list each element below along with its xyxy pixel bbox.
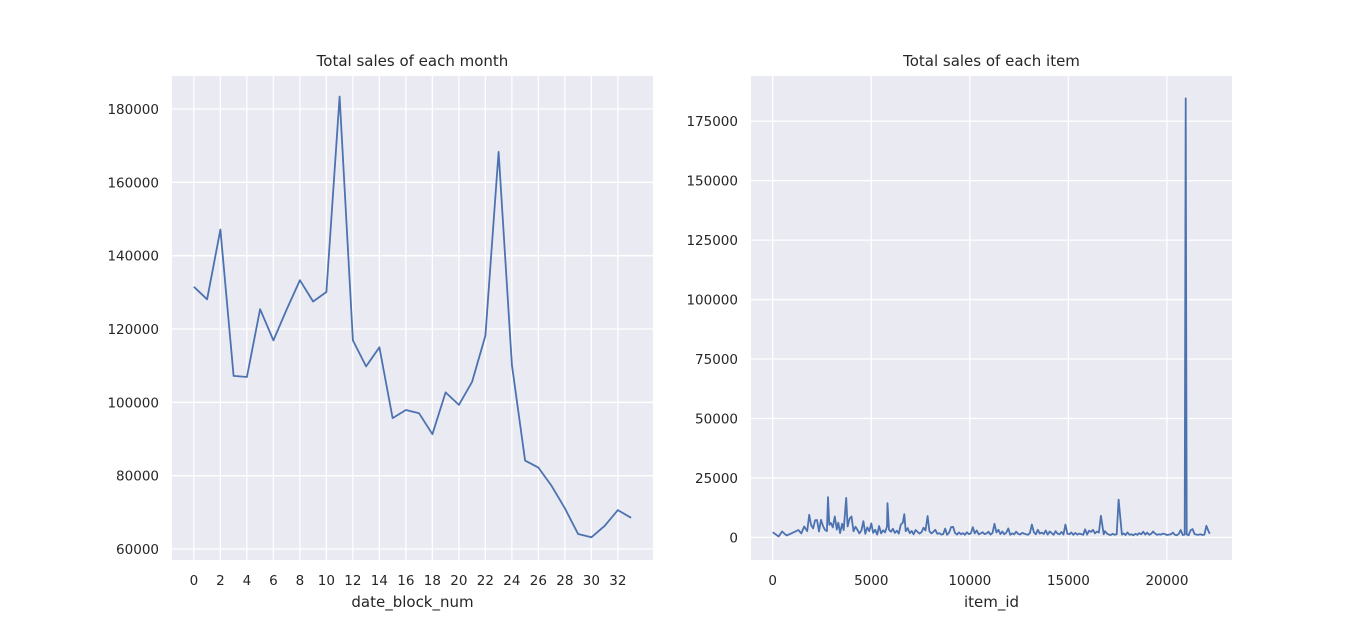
y-tick-label: 25000 [695,471,738,487]
y-tick-label: 75000 [695,352,738,368]
x-tick-label: 12 [344,573,361,589]
y-tick-label: 150000 [686,174,738,190]
x-tick-label: 15000 [1047,573,1090,589]
x-tick-label: 0 [768,573,777,589]
x-axis-label: date_block_num [351,593,473,612]
x-tick-label: 5000 [854,573,888,589]
x-tick-label: 2 [216,573,225,589]
y-tick-label: 120000 [107,322,159,338]
item-sales-panel: 0 5000 10000 15000 20000 0 25000 50000 75000 1000… [686,52,1232,612]
y-tick-label: 175000 [686,114,738,130]
x-tick-label: 22 [477,573,494,589]
y-tick-label: 100000 [686,293,738,309]
x-tick-label: 26 [530,573,547,589]
x-axis-label: item_id [964,593,1019,612]
x-tick-label: 20000 [1145,573,1188,589]
x-tick-label: 16 [397,573,414,589]
chart-title: Total sales of each month [316,52,509,70]
x-tick-label: 10000 [948,573,991,589]
y-tick-label: 180000 [107,102,159,118]
y-tick-label: 60000 [116,542,159,558]
y-tick-label: 160000 [107,175,159,191]
x-tick-label: 6 [269,573,278,589]
x-tick-label: 32 [609,573,626,589]
x-tick-label: 20 [450,573,467,589]
x-tick-label: 18 [424,573,441,589]
y-tick-label: 0 [729,530,738,546]
y-tick-label: 125000 [686,233,738,249]
x-tick-label: 4 [243,573,252,589]
x-tick-label: 0 [190,573,199,589]
y-tick-label: 140000 [107,249,159,265]
x-tick-label: 8 [296,573,305,589]
series-line [193,95,632,539]
y-tick-label: 100000 [107,395,159,411]
series-line [772,97,1211,538]
plot-area [751,76,1232,560]
x-tick-label: 24 [503,573,520,589]
y-tick-label: 50000 [695,411,738,427]
chart-title: Total sales of each item [902,52,1080,70]
y-tick-label: 80000 [116,469,159,485]
x-tick-label: 28 [556,573,573,589]
x-tick-label: 30 [583,573,600,589]
x-tick-label: 14 [371,573,388,589]
plot-area [172,76,653,560]
monthly-sales-panel: 0 2 4 6 8 10 12 14 16 18 20 22 24 26 28 30 3260000800001… [107,52,653,612]
x-tick-label: 10 [318,573,335,589]
